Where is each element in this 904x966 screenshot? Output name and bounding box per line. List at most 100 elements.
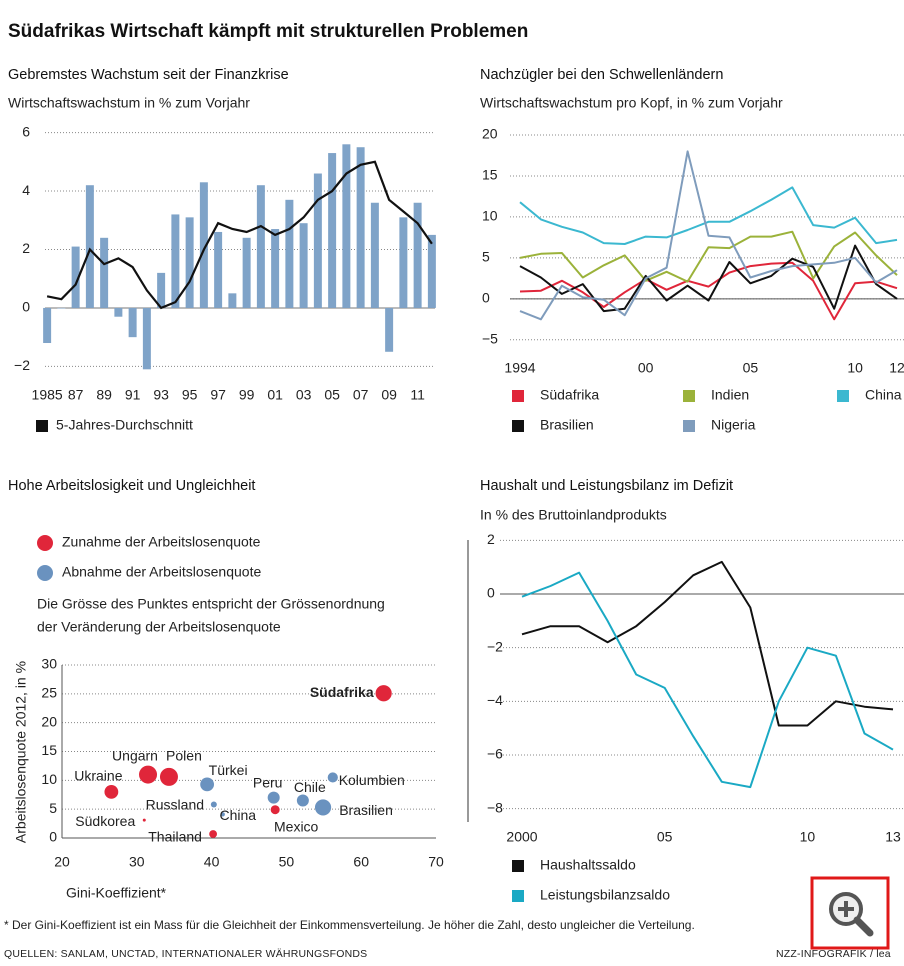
- chart-title: Gebremstes Wachstum seit der Finanzkrise: [8, 67, 289, 83]
- bar: [199, 182, 208, 308]
- legend-label: Indien: [711, 387, 749, 403]
- x-tick-label: 93: [153, 387, 169, 403]
- point-label: Russland: [146, 796, 204, 812]
- point-label: Peru: [253, 774, 283, 790]
- legend-label: Zunahme der Arbeitslosenquote: [62, 534, 261, 550]
- x-tick-label: 12: [889, 360, 904, 376]
- x-tick-label: 09: [381, 387, 397, 403]
- zoom-button[interactable]: [810, 876, 890, 950]
- point-label: Türkei: [209, 762, 248, 778]
- bar: [271, 229, 280, 308]
- bar: [370, 202, 379, 308]
- bar: [256, 185, 265, 308]
- chart-subtitle: Wirtschaftswachstum in % zum Vorjahr: [8, 95, 250, 111]
- y-tick-label: 30: [41, 656, 57, 672]
- note: Die Grösse des Punktes entspricht der Gr…: [37, 596, 385, 612]
- line-series: [519, 244, 898, 313]
- bubble: [267, 791, 280, 804]
- x-tick-label: 87: [68, 387, 84, 403]
- y-tick-label: 20: [482, 126, 498, 142]
- y-tick-label: −5: [482, 331, 498, 347]
- bar: [214, 231, 223, 308]
- line-series: [519, 150, 898, 321]
- x-tick-label: 95: [182, 387, 198, 403]
- chart-title: Haushalt und Leistungsbilanz im Defizit: [480, 478, 733, 494]
- bar: [43, 307, 52, 344]
- point-label: Mexico: [274, 818, 319, 834]
- bar: [71, 246, 80, 308]
- point-label: Chile: [294, 779, 326, 795]
- bubble: [159, 767, 178, 786]
- bubble: [210, 801, 217, 808]
- bar: [128, 307, 137, 338]
- bar: [385, 307, 394, 352]
- sources: QUELLEN: SANLAM, UNCTAD, INTERNATIONALER…: [4, 948, 367, 960]
- bar: [242, 237, 251, 308]
- point-label: Südafrika: [310, 684, 374, 700]
- x-tick-label: 01: [267, 387, 283, 403]
- y-tick-label: 25: [41, 685, 57, 701]
- bubble: [296, 794, 309, 807]
- point-label: Polen: [166, 748, 202, 764]
- x-tick-label: 70: [428, 854, 444, 870]
- x-tick-label: 40: [204, 854, 220, 870]
- bubble: [139, 765, 158, 784]
- legend-swatch: [37, 565, 53, 581]
- legend-label: Nigeria: [711, 417, 756, 433]
- credit: NZZ-INFOGRAFIK / lea: [776, 948, 891, 960]
- y-tick-label: −6: [487, 746, 503, 762]
- point-label: Ukraine: [74, 768, 122, 784]
- line-series: [519, 186, 898, 245]
- x-tick-label: 03: [296, 387, 312, 403]
- y-tick-label: 2: [22, 240, 30, 256]
- chart-title: Hohe Arbeitslosigkeit und Ungleichheit: [8, 478, 255, 494]
- y-tick-label: −2: [14, 357, 30, 373]
- bubble: [220, 812, 225, 817]
- bubble: [200, 777, 215, 792]
- note: der Veränderung der Arbeitslosenquote: [37, 619, 281, 635]
- x-tick-label: 60: [353, 854, 369, 870]
- bar: [100, 237, 109, 308]
- bar: [85, 185, 94, 308]
- legend-swatch: [512, 420, 524, 432]
- chart-title: Nachzügler bei den Schwellenländern: [480, 67, 723, 83]
- y-tick-label: 6: [22, 123, 30, 139]
- bubble: [104, 784, 119, 799]
- x-tick-label: 07: [353, 387, 369, 403]
- x-tick-label: 05: [657, 829, 673, 845]
- x-tick-label: 05: [743, 360, 759, 376]
- line-series: [519, 261, 898, 321]
- y-tick-label: 5: [49, 800, 57, 816]
- bar: [285, 199, 294, 308]
- bar: [171, 214, 180, 308]
- x-tick-label: 2000: [506, 829, 537, 845]
- x-tick-label: 97: [210, 387, 226, 403]
- legend-swatch: [512, 390, 524, 402]
- line-series: [521, 571, 894, 789]
- x-tick-label: 50: [279, 854, 295, 870]
- bar: [342, 144, 351, 308]
- chart-subtitle: Wirtschaftswachstum pro Kopf, in % zum V…: [480, 95, 783, 111]
- bar: [157, 272, 166, 308]
- x-axis-title: Gini-Koeffizient*: [66, 885, 167, 901]
- bar: [299, 223, 308, 308]
- legend-label: Leistungsbilanzsaldo: [540, 887, 670, 903]
- zoom-handle[interactable]: [853, 916, 874, 937]
- y-tick-label: 5: [482, 249, 490, 265]
- legend-swatch: [37, 535, 53, 551]
- bar: [313, 173, 322, 308]
- line-series: [519, 230, 898, 283]
- bubble: [270, 805, 280, 815]
- zoom-plus[interactable]: [838, 901, 854, 917]
- bubble: [327, 772, 338, 783]
- y-tick-label: 15: [482, 167, 498, 183]
- bar: [413, 202, 422, 308]
- x-tick-label: 89: [96, 387, 112, 403]
- footnote: * Der Gini-Koeffizient ist ein Mass für …: [4, 918, 695, 932]
- legend-label: Abnahme der Arbeitslosenquote: [62, 564, 261, 580]
- legend-swatch: [36, 420, 48, 432]
- x-tick-label: 30: [129, 854, 145, 870]
- bar: [328, 153, 337, 308]
